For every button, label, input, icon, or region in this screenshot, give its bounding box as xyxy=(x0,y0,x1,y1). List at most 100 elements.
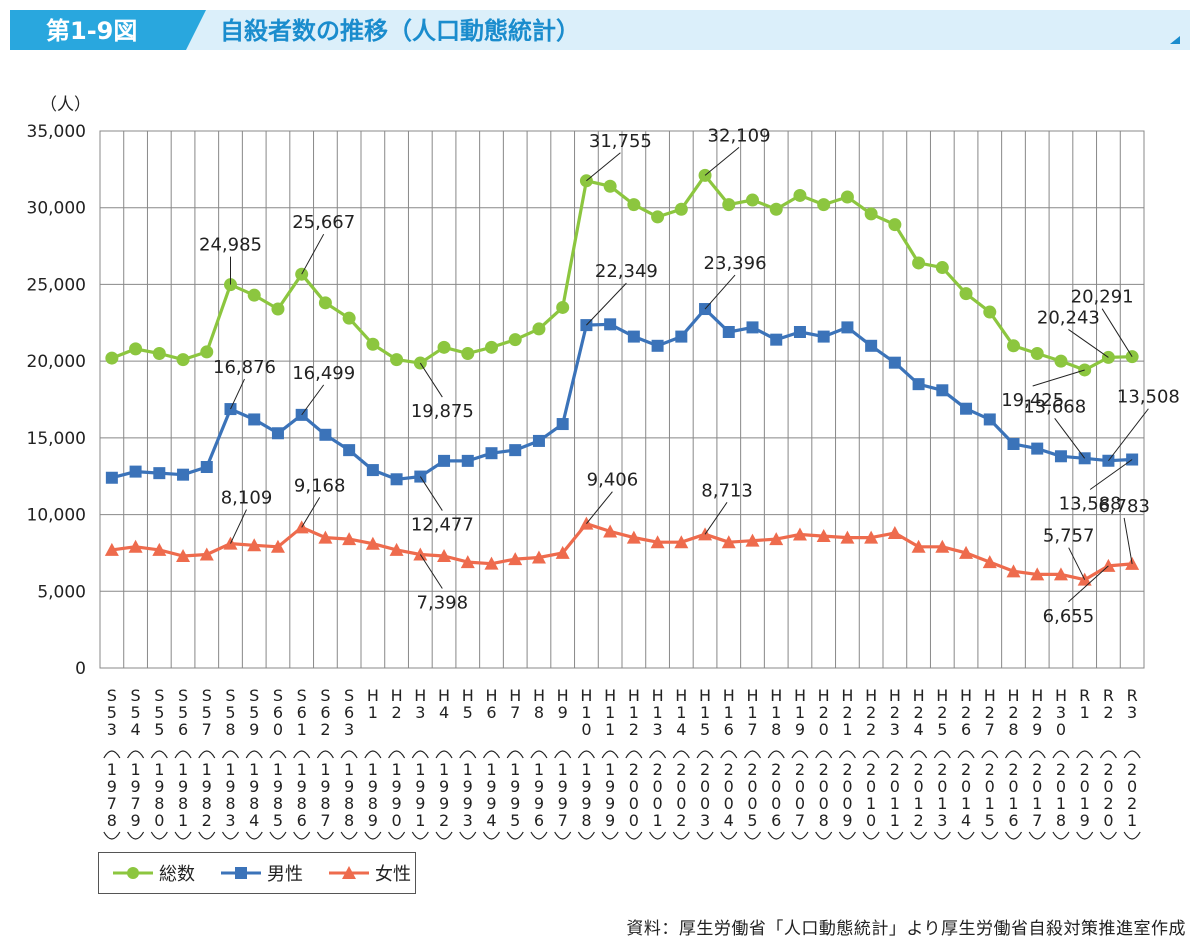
data-label-total: 31,755 xyxy=(586,131,652,182)
x-era-char: 9 xyxy=(795,720,805,739)
x-year-char: 9 xyxy=(130,811,140,830)
data-label-text: 20,291 xyxy=(1071,287,1134,308)
x-year-char: 1 xyxy=(581,760,591,779)
data-label-female: 9,406 xyxy=(586,470,638,525)
x-year-char: 5 xyxy=(747,811,757,830)
x-paren-close xyxy=(838,831,856,840)
x-year-char: 1 xyxy=(534,760,544,779)
data-label-text: 31,755 xyxy=(589,131,652,152)
x-era-char: 1 xyxy=(676,703,686,722)
x-year-char: 2 xyxy=(842,760,852,779)
figure-number: 第1-9図 xyxy=(46,17,137,45)
x-era-char: 3 xyxy=(652,720,662,739)
leader-line xyxy=(704,146,740,176)
x-year-char: 9 xyxy=(510,777,520,796)
legend-circle-marker-icon xyxy=(113,867,153,879)
x-paren-open xyxy=(672,750,690,759)
point-female xyxy=(1006,564,1021,578)
x-year-char: 1 xyxy=(368,760,378,779)
x-year-char: 9 xyxy=(463,777,473,796)
leader-line xyxy=(586,152,621,182)
x-year-char: 3 xyxy=(225,811,235,830)
point-female xyxy=(199,547,214,561)
x-year-char: 2 xyxy=(1080,760,1090,779)
x-paren-close xyxy=(364,831,382,840)
x-era-char: 1 xyxy=(724,703,734,722)
x-paren-open xyxy=(957,750,975,759)
point-female xyxy=(270,539,285,553)
x-era-char: 5 xyxy=(154,703,164,722)
x-paren-close xyxy=(791,831,809,840)
x-year-char: 2 xyxy=(819,760,829,779)
x-paren-open xyxy=(435,750,453,759)
point-total xyxy=(366,337,380,351)
x-era-char: 2 xyxy=(391,703,401,722)
x-year-char: 7 xyxy=(795,811,805,830)
x-year-char: 3 xyxy=(937,811,947,830)
leader-line xyxy=(1108,408,1149,462)
point-male xyxy=(604,318,617,331)
x-paren-close xyxy=(221,831,240,840)
point-male xyxy=(532,434,545,447)
point-total xyxy=(485,340,498,354)
x-year-char: 9 xyxy=(605,794,615,813)
x-year-char: 9 xyxy=(130,777,140,796)
point-male xyxy=(722,325,735,338)
leader-line xyxy=(1068,547,1086,580)
point-total xyxy=(603,179,617,193)
x-paren-open xyxy=(411,750,429,759)
x-paren-close xyxy=(601,831,619,840)
x-era-char: S xyxy=(131,686,141,705)
x-year-char: 0 xyxy=(1056,777,1066,796)
x-paren-close xyxy=(411,831,429,840)
x-era-char: H xyxy=(913,686,925,705)
data-label-text: 8,713 xyxy=(701,480,753,501)
x-era-char: 8 xyxy=(1008,720,1018,739)
data-label-male: 12,477 xyxy=(411,476,474,536)
data-label-female: 8,109 xyxy=(221,488,272,544)
x-year-char: 0 xyxy=(1080,777,1090,796)
x-year-char: 1 xyxy=(391,760,401,779)
data-label-female: 6,655 xyxy=(1043,565,1109,627)
point-total xyxy=(983,305,997,319)
data-label-male: 16,499 xyxy=(292,363,355,416)
point-female xyxy=(531,550,546,564)
point-total xyxy=(864,207,878,221)
x-paren-close xyxy=(1076,831,1094,840)
leader-line xyxy=(301,384,325,416)
x-era-char: H xyxy=(936,686,948,705)
point-male xyxy=(793,325,806,338)
x-year-char: 0 xyxy=(819,794,829,813)
x-era-char: H xyxy=(557,686,569,705)
x-year-char: 1 xyxy=(154,760,164,779)
x-year-char: 0 xyxy=(747,777,757,796)
x-era-char: 3 xyxy=(1056,703,1066,722)
legend-label-male: 男性 xyxy=(267,864,303,885)
x-era-char: 5 xyxy=(130,703,140,722)
x-year-char: 2 xyxy=(985,760,995,779)
x-paren-open xyxy=(316,750,334,759)
point-total xyxy=(342,311,356,325)
x-paren-close xyxy=(577,831,595,840)
line-female xyxy=(111,522,1133,582)
x-year-char: 2 xyxy=(771,760,781,779)
x-paren-close xyxy=(1004,831,1023,840)
x-era-char: H xyxy=(509,686,521,705)
x-paren-close xyxy=(150,831,168,840)
x-paren-close xyxy=(720,831,738,840)
point-female xyxy=(437,548,452,562)
x-year-char: 0 xyxy=(676,794,686,813)
x-paren-close xyxy=(981,831,999,840)
x-year-char: 6 xyxy=(297,811,307,830)
x-paren-close xyxy=(696,831,714,840)
